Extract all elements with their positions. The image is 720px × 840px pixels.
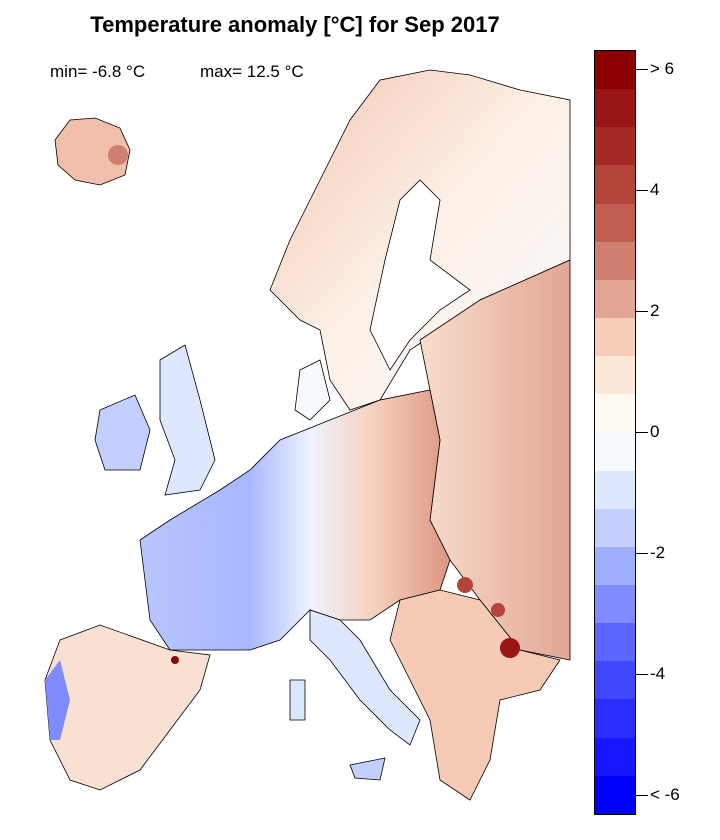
colorbar-band (595, 89, 635, 128)
colorbar-tick (636, 553, 648, 554)
colorbar-band (595, 546, 635, 585)
colorbar-band (595, 584, 635, 624)
colorbar-band (595, 127, 635, 166)
colorbar-band (595, 279, 635, 318)
colorbar-band (595, 470, 635, 509)
colorbar-band (595, 699, 635, 738)
colorbar-tick-label: 0 (650, 422, 660, 441)
colorbar-band (595, 775, 635, 814)
min-value: min= -6.8 °C (50, 62, 146, 81)
map-title: Temperature anomaly [°C] for Sep 2017 (90, 12, 500, 37)
sicily (349, 757, 386, 781)
colorbar-band (595, 203, 635, 242)
colorbar-tick (636, 432, 648, 433)
colorbar-tick (636, 674, 648, 675)
colorbar (594, 50, 636, 815)
colorbar-band (595, 51, 635, 90)
ireland (94, 394, 151, 471)
great-britain (159, 344, 216, 496)
colorbar-band (595, 317, 635, 357)
colorbar-band (595, 737, 635, 776)
continental-europe (139, 389, 451, 651)
sardinia (289, 679, 306, 721)
baltic-sea (369, 179, 471, 371)
colorbar-tick (636, 190, 648, 191)
colorbar-band (595, 432, 635, 471)
portugal-coast (45, 660, 70, 740)
colorbar-band (595, 394, 635, 433)
italy (309, 609, 421, 746)
colorbar-tick (636, 795, 648, 796)
colorbar-band (595, 241, 635, 280)
europe-anomaly-map (44, 69, 571, 801)
colorbar-tick-label: 4 (650, 180, 660, 199)
colorbar-band (595, 508, 635, 547)
colorbar-band (595, 165, 635, 204)
colorbar-tick (636, 69, 648, 70)
colorbar-tick-label: 2 (650, 301, 660, 320)
balkans (389, 589, 561, 801)
colorbar-tick (636, 311, 648, 312)
colorbar-tick-label: -4 (650, 664, 666, 683)
iceland (54, 117, 131, 186)
colorbar-band (595, 356, 635, 395)
colorbar-tick-label: -2 (650, 543, 666, 562)
denmark (294, 359, 331, 421)
max-value: max= 12.5 °C (200, 62, 304, 81)
colorbar-band (595, 623, 635, 662)
colorbar-tick-label: > 6 (650, 59, 675, 78)
colorbar-tick-label: < -6 (650, 785, 680, 804)
colorbar-band (595, 661, 635, 700)
